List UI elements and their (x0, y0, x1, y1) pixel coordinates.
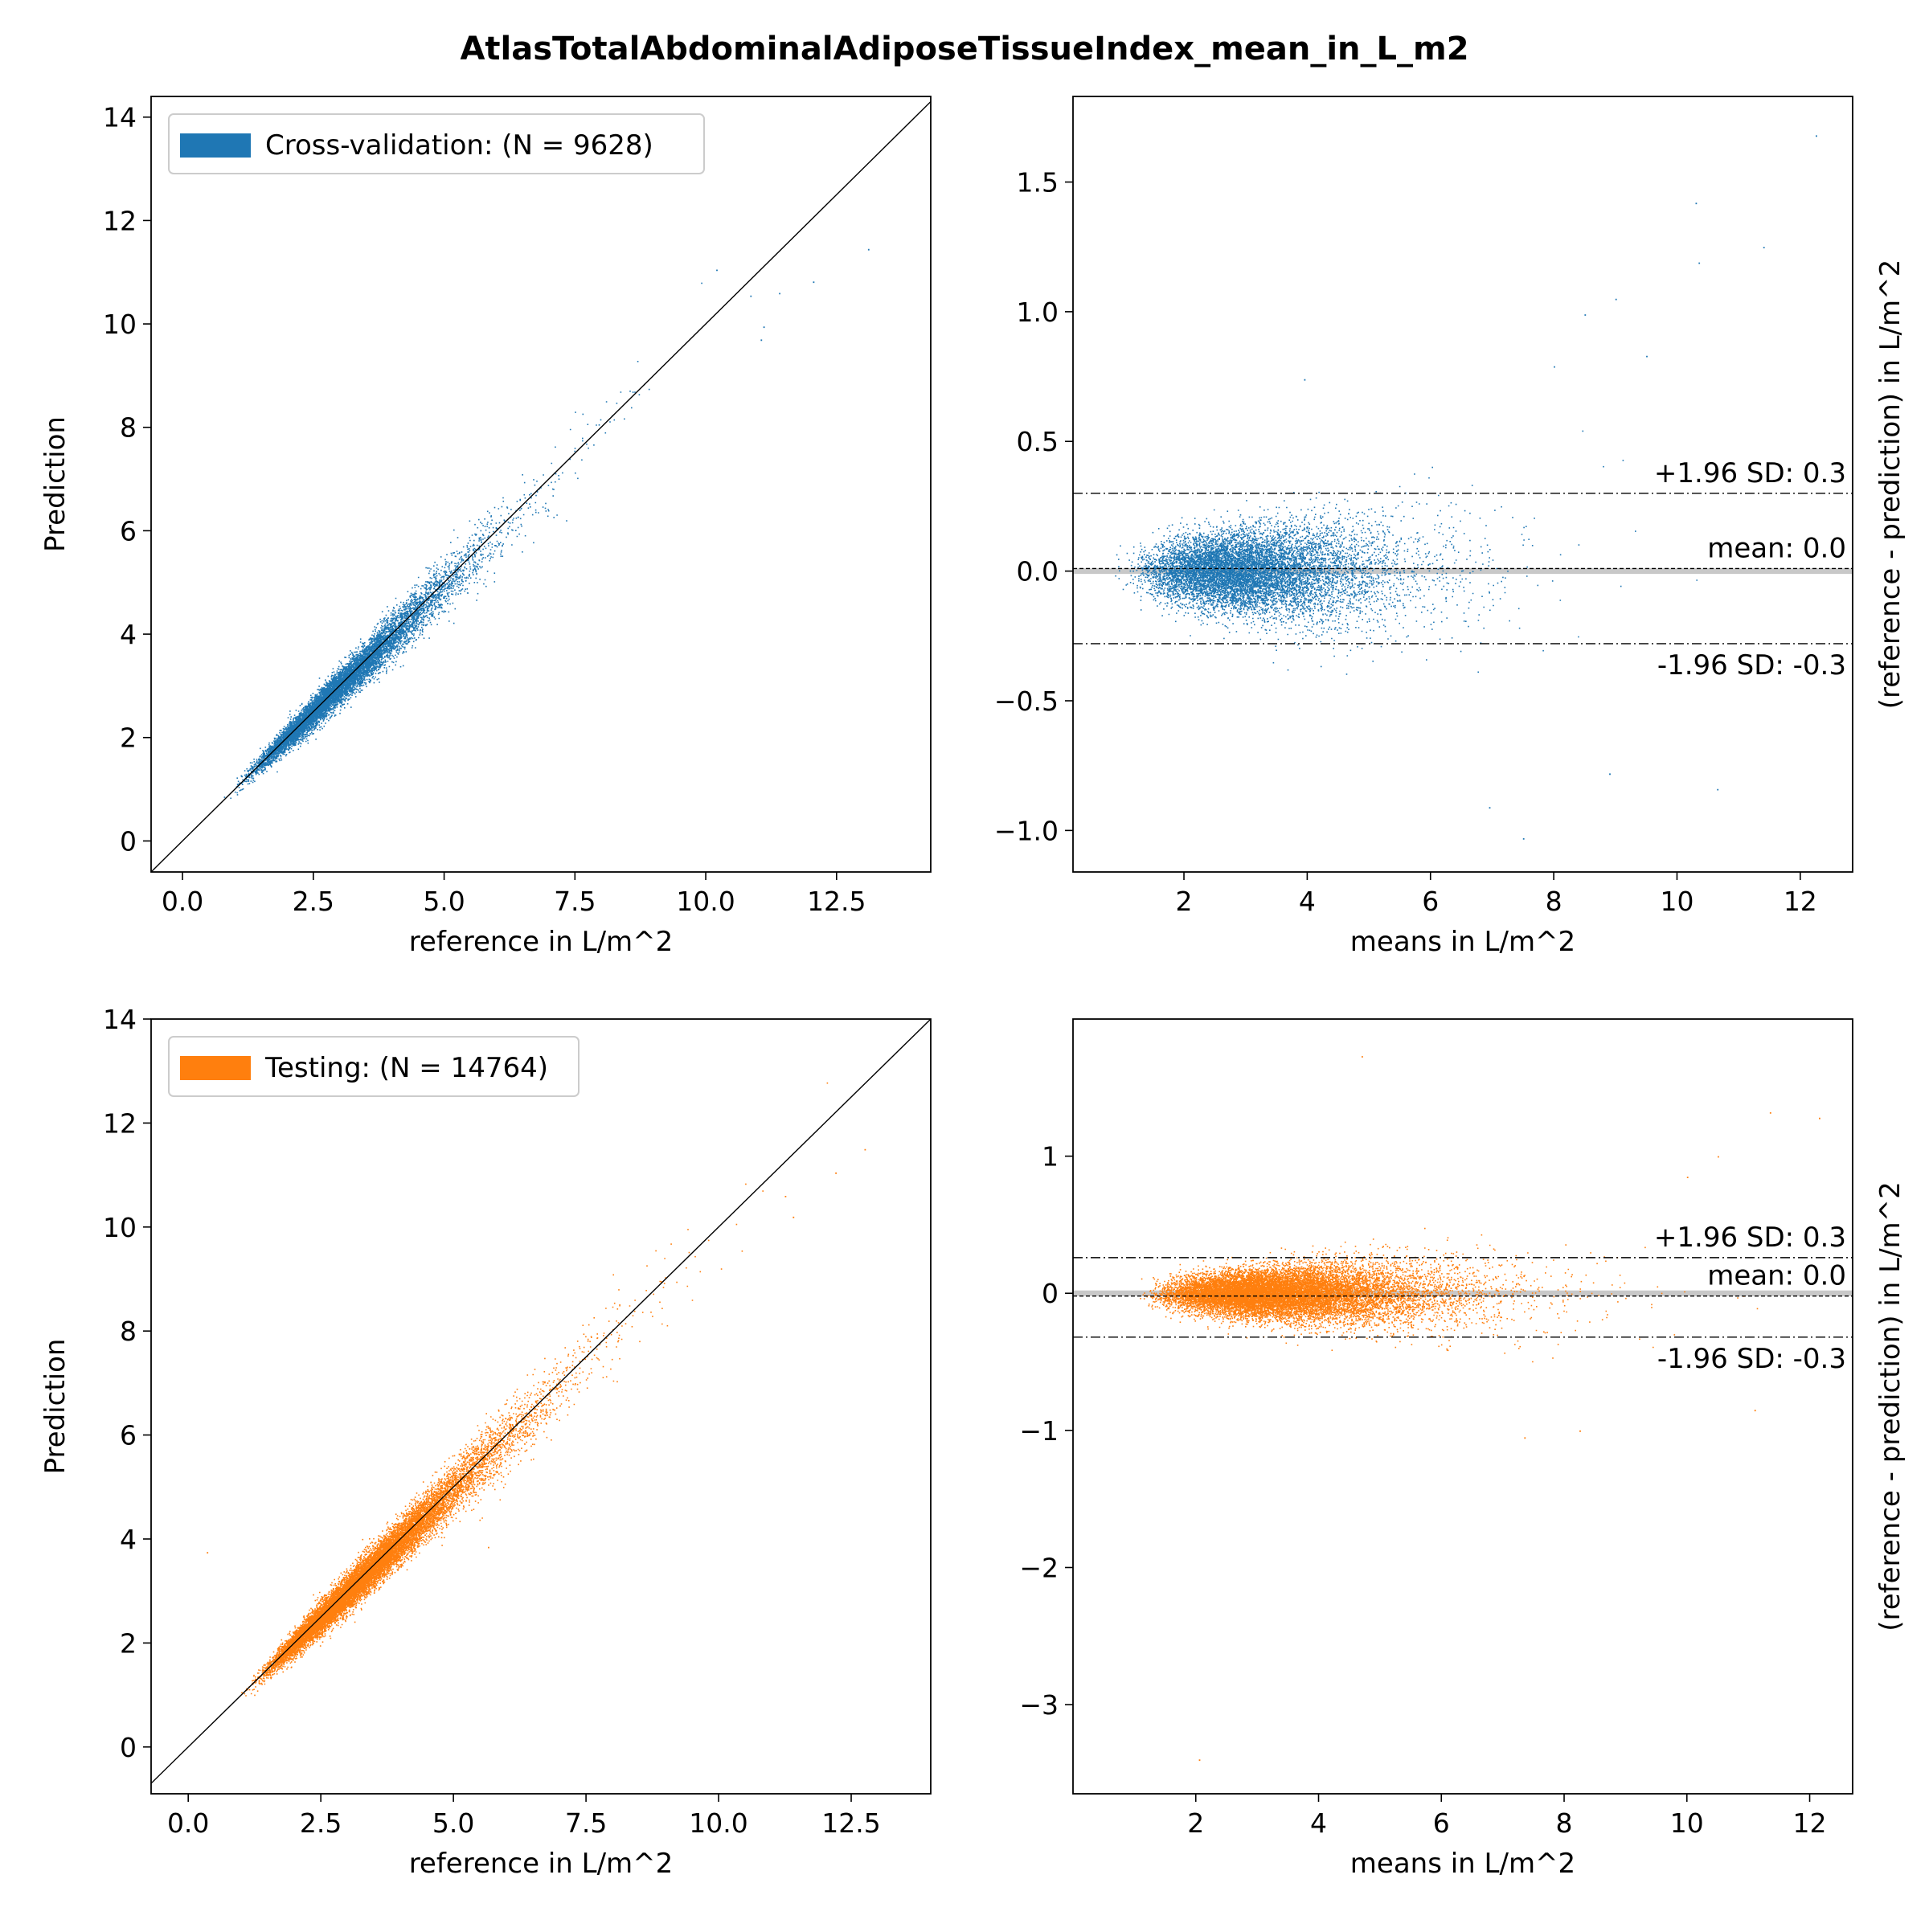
y-axis-label: Prediction (39, 1339, 72, 1475)
x-tick-label: 12 (1793, 1807, 1827, 1839)
y-tick-label: 0 (120, 1732, 137, 1763)
axes-frame (150, 1018, 932, 1795)
y-axis-label: (reference - prediction) in L/m^2 (1874, 1181, 1906, 1631)
legend-label: Cross-validation: (N = 9628) (265, 129, 653, 162)
y-tick-label: 2 (120, 722, 137, 754)
y-tick-label: −2 (1019, 1552, 1059, 1583)
x-tick-label: 8 (1546, 886, 1562, 917)
axes-frame (1072, 96, 1853, 873)
cv_scatter-plot-area (151, 100, 931, 872)
mean-label: mean: 0.0 (1707, 1260, 1846, 1292)
y-tick-label: 8 (120, 1316, 137, 1347)
y-tick-label: 0.0 (1017, 556, 1059, 587)
x-tick-label: 7.5 (554, 886, 596, 917)
y-tick-label: −0.5 (994, 686, 1059, 717)
x-tick-label: 2 (1187, 1807, 1204, 1839)
x-axis-label: means in L/m^2 (1350, 1848, 1575, 1880)
test_bland_altman-plot-area (1073, 1056, 1853, 1762)
x-tick-label: 12 (1784, 886, 1817, 917)
x-axis-label: reference in L/m^2 (409, 926, 674, 958)
test_scatter-plot-area (151, 1019, 931, 1785)
x-axis-label: reference in L/m^2 (409, 1848, 674, 1880)
y-tick-label: 12 (103, 205, 137, 236)
y-tick-label: 6 (120, 1420, 137, 1451)
x-tick-label: 10 (1670, 1807, 1704, 1839)
y-tick-label: 10 (103, 309, 137, 340)
upper-loa-label: +1.96 SD: 0.3 (1654, 457, 1846, 489)
legend: Cross-validation: (N = 9628) (168, 113, 705, 174)
x-tick-label: 12.5 (807, 886, 866, 917)
y-tick-label: 4 (120, 1524, 137, 1555)
y-axis-label: Prediction (39, 416, 72, 552)
figure-title: AtlasTotalAbdominalAdiposeTissueIndex_me… (460, 31, 1469, 68)
y-tick-label: 0.5 (1017, 426, 1059, 457)
legend-frame (168, 1036, 580, 1097)
identity-line (151, 100, 931, 872)
x-tick-label: 2.5 (300, 1807, 342, 1839)
y-tick-label: 14 (103, 1004, 137, 1035)
cv_bland_altman-plot-area (1073, 135, 1853, 840)
x-tick-label: 6 (1433, 1807, 1450, 1839)
y-tick-label: 4 (120, 619, 137, 650)
y-tick-label: 0 (120, 825, 137, 857)
legend-label: Testing: (N = 14764) (264, 1052, 548, 1084)
x-tick-label: 6 (1422, 886, 1439, 917)
y-tick-label: 1 (1042, 1141, 1059, 1173)
cv_scatter-panel: 0.0 2.5 5.0 7.5 10.0 12.5 0 2 4 6 8 10 12 14 reference… (39, 96, 932, 958)
x-tick-label: 5.0 (432, 1807, 474, 1839)
axes-frame (150, 96, 932, 873)
x-tick-label: 4 (1310, 1807, 1327, 1839)
y-tick-label: 0 (1042, 1278, 1059, 1309)
legend-swatch (180, 133, 251, 158)
x-tick-label: 0.0 (167, 1807, 209, 1839)
x-tick-label: 7.5 (565, 1807, 607, 1839)
x-tick-label: 10 (1660, 886, 1694, 917)
axes-frame (1072, 1018, 1853, 1795)
x-tick-label: 0.0 (162, 886, 203, 917)
x-tick-label: 2 (1176, 886, 1193, 917)
legend-frame (168, 113, 705, 174)
test_scatter-panel: 0.0 2.5 5.0 7.5 10.0 12.5 0 2 4 6 8 10 12 14 reference… (39, 1004, 932, 1880)
identity-line (151, 1019, 931, 1785)
legend: Testing: (N = 14764) (168, 1036, 580, 1097)
scatter-points (223, 248, 870, 800)
y-tick-label: 14 (103, 102, 137, 133)
y-tick-label: −1 (1019, 1415, 1059, 1447)
y-tick-label: 12 (103, 1107, 137, 1139)
x-tick-label: 10.0 (689, 1807, 747, 1839)
test_bland_altman-panel: +1.96 SD: 0.3 mean: 0.0 -1.96 SD: -0.3 2 4 6 8… (1019, 1018, 1906, 1880)
scatter-points (207, 1082, 866, 1697)
y-axis-label: (reference - prediction) in L/m^2 (1874, 260, 1906, 710)
legend-swatch (180, 1056, 251, 1080)
y-tick-label: 1.0 (1017, 297, 1059, 328)
y-tick-label: 6 (120, 515, 137, 546)
x-tick-label: 2.5 (293, 886, 334, 917)
y-tick-label: 1.5 (1017, 167, 1059, 199)
mean-label: mean: 0.0 (1707, 532, 1846, 564)
x-tick-label: 10.0 (676, 886, 735, 917)
x-tick-label: 4 (1299, 886, 1316, 917)
x-tick-label: 8 (1556, 1807, 1573, 1839)
lower-loa-label: -1.96 SD: -0.3 (1657, 649, 1846, 682)
y-tick-label: −3 (1019, 1689, 1059, 1721)
upper-loa-label: +1.96 SD: 0.3 (1654, 1222, 1846, 1254)
x-axis-label: means in L/m^2 (1350, 926, 1575, 958)
y-tick-label: 8 (120, 412, 137, 444)
x-tick-label: 5.0 (423, 886, 465, 917)
lower-loa-label: -1.96 SD: -0.3 (1657, 1343, 1846, 1375)
y-tick-label: 2 (120, 1627, 137, 1659)
scatter-points (1140, 1056, 1820, 1762)
x-tick-label: 12.5 (821, 1807, 880, 1839)
cv_bland_altman-panel: +1.96 SD: 0.3 mean: 0.0 -1.96 SD: -0.3 2 4 6 8… (994, 96, 1906, 958)
y-tick-label: −1.0 (994, 815, 1059, 846)
y-tick-label: 10 (103, 1212, 137, 1243)
